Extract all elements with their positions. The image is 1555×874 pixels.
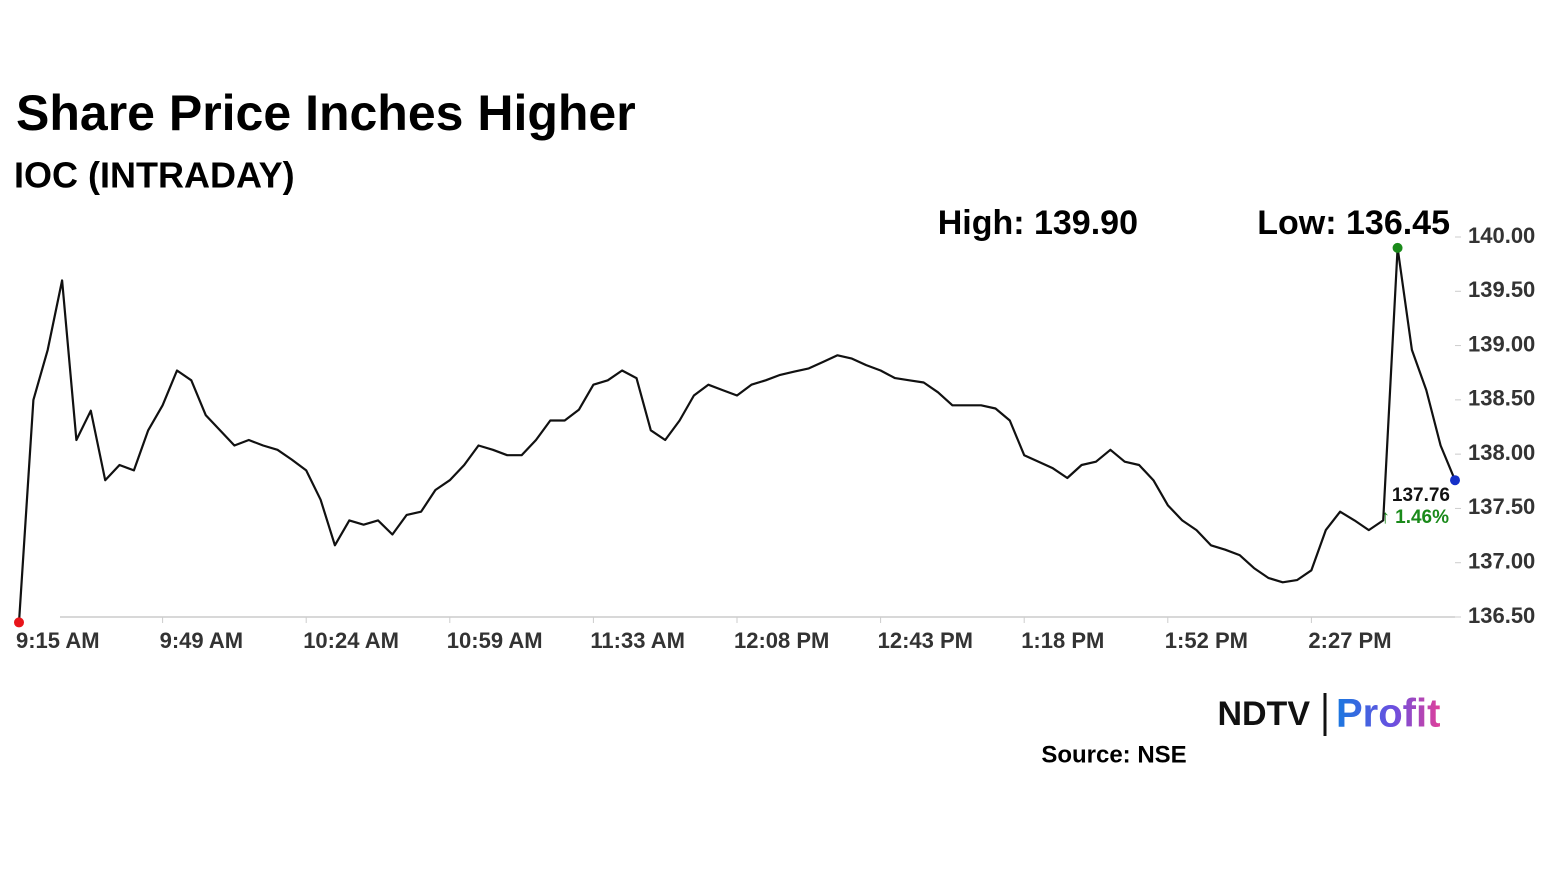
y-tick-label: 140.00 <box>1468 223 1535 248</box>
x-tick-label: 10:24 AM <box>303 628 399 653</box>
low-marker <box>14 617 24 628</box>
high-label: High: 139.90 <box>938 204 1138 242</box>
x-tick-label: 12:08 PM <box>734 628 829 653</box>
x-tick-label: 12:43 PM <box>878 628 973 653</box>
x-tick-label: 11:33 AM <box>590 628 685 653</box>
y-tick-label: 138.50 <box>1468 386 1535 411</box>
chart-title: Share Price Inches Higher <box>16 85 636 141</box>
x-tick-label: 10:59 AM <box>447 628 543 653</box>
y-tick-label: 137.00 <box>1468 549 1535 574</box>
x-tick-label: 2:27 PM <box>1308 628 1391 653</box>
last-value-label: 137.76 <box>1392 485 1450 506</box>
x-tick-label: 1:52 PM <box>1165 628 1248 653</box>
last-marker <box>1450 475 1460 486</box>
chart-subtitle: IOC (INTRADAY) <box>14 155 295 196</box>
y-tick-label: 139.00 <box>1468 331 1535 356</box>
price-line <box>17 246 1457 623</box>
x-tick-label: 1:18 PM <box>1021 628 1104 653</box>
logo-brand: NDTV <box>1217 695 1310 733</box>
x-tick-label: 9:15 AM <box>16 628 100 653</box>
x-tick-label: 9:49 AM <box>160 628 244 653</box>
y-tick-label: 137.50 <box>1468 494 1535 519</box>
source: Source: NSE <box>1041 741 1186 768</box>
y-tick-label: 136.50 <box>1468 603 1535 628</box>
change-label: ↑ 1.46% <box>1380 507 1449 528</box>
low-label: Low: 136.45 <box>1257 204 1450 242</box>
logo-product: Profit <box>1336 692 1440 736</box>
y-tick-label: 138.00 <box>1468 440 1535 465</box>
y-tick-label: 139.50 <box>1468 277 1535 302</box>
high-marker <box>1392 242 1403 253</box>
